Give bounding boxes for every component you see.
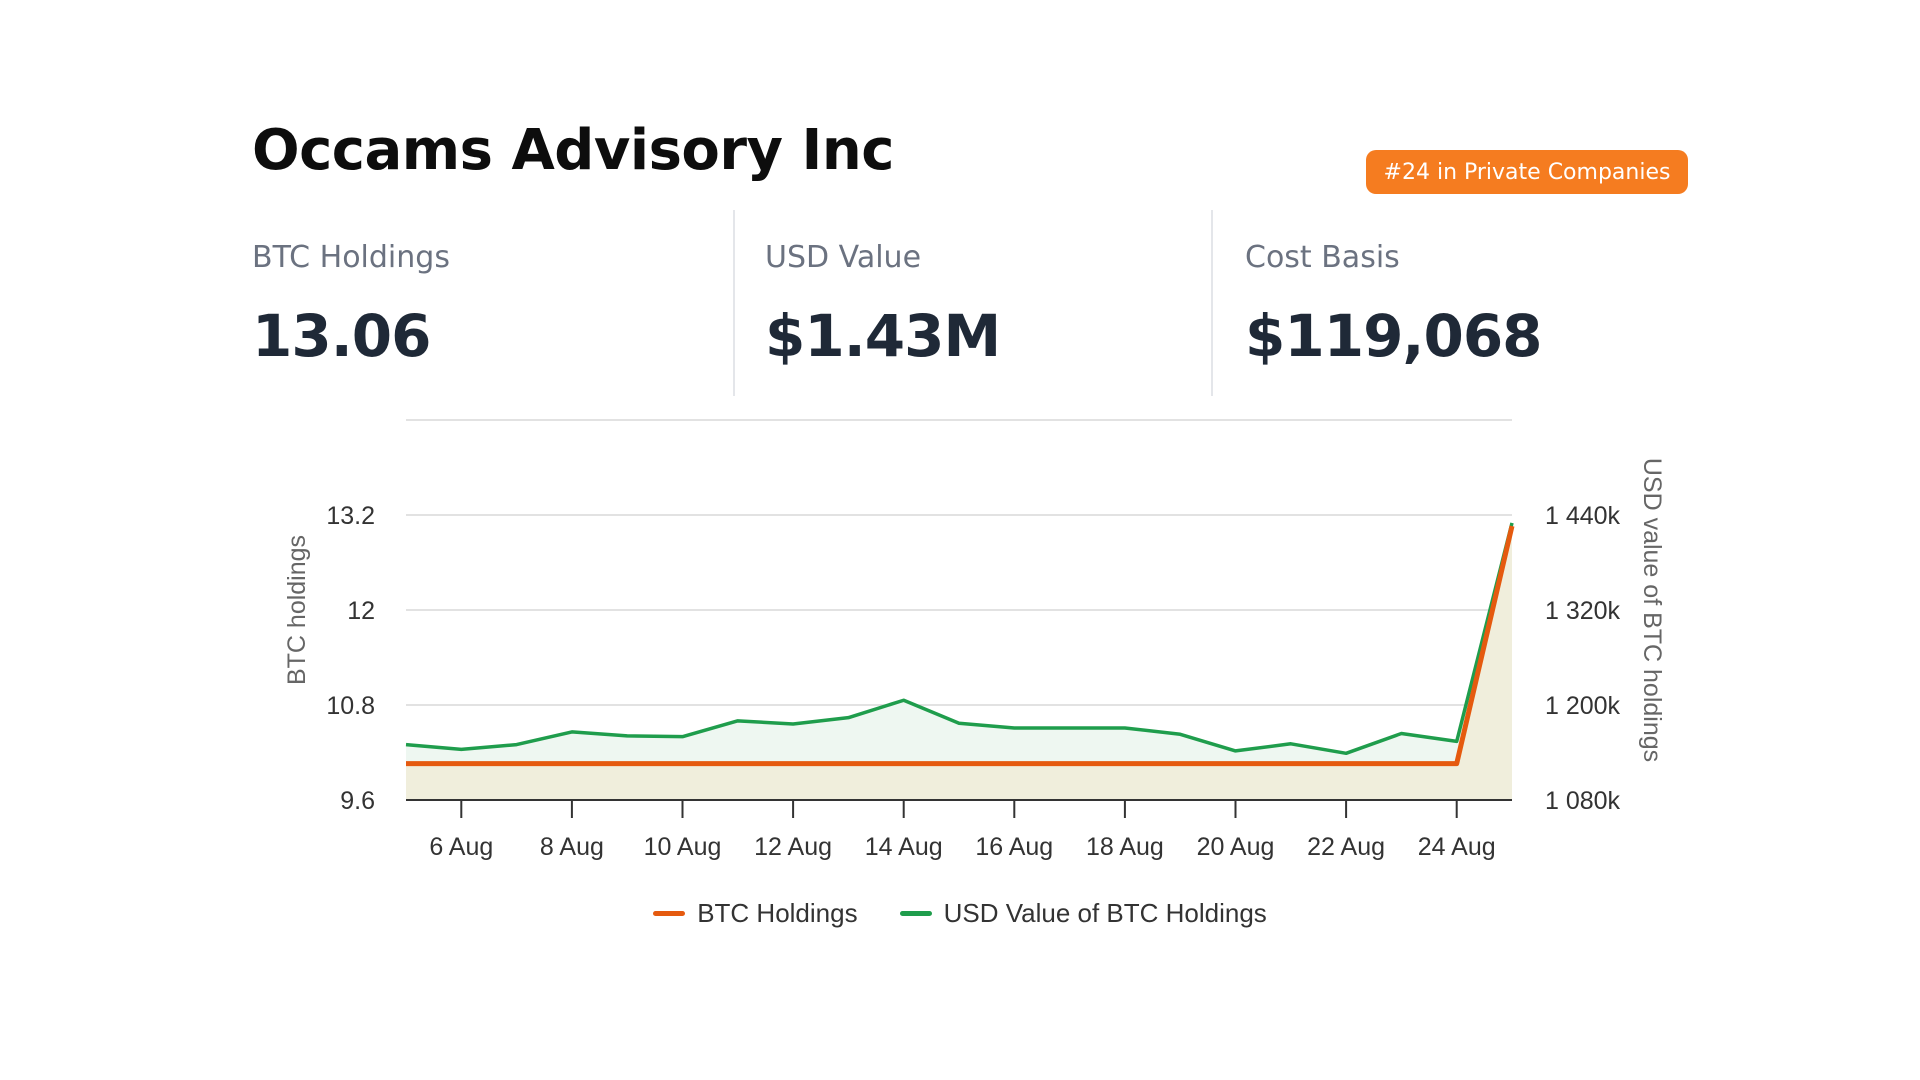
- y2-tick-label: 1 320k: [1545, 597, 1621, 625]
- x-tick-label: 12 Aug: [754, 833, 832, 861]
- stat-divider: [733, 210, 735, 396]
- y-tick-label: 9.6: [340, 787, 375, 815]
- stat-value: $1.43M: [765, 302, 1001, 370]
- legend-label: USD Value of BTC Holdings: [943, 898, 1267, 928]
- stat-label: Cost Basis: [1245, 240, 1400, 275]
- x-tick-label: 24 Aug: [1418, 833, 1496, 861]
- legend-item-usd-value[interactable]: USD Value of BTC Holdings: [899, 898, 1267, 929]
- company-title: Occams Advisory Inc: [252, 118, 894, 183]
- x-tick-label: 20 Aug: [1197, 833, 1275, 861]
- stat-usd-value: USD Value $1.43M: [765, 210, 1205, 396]
- legend-item-btc-holdings[interactable]: BTC Holdings: [653, 898, 858, 929]
- chart-legend: BTC Holdings USD Value of BTC Holdings: [0, 898, 1920, 929]
- usd-value-line: [405, 522, 1514, 756]
- stat-label: USD Value: [765, 240, 922, 275]
- stat-value: $119,068: [1245, 302, 1543, 370]
- x-tick-label: 22 Aug: [1307, 833, 1385, 861]
- usd-area: [406, 522, 1512, 800]
- legend-label: BTC Holdings: [697, 898, 858, 928]
- x-tick-label: 18 Aug: [1086, 833, 1164, 861]
- legend-swatch-btc: [653, 911, 686, 916]
- stat-divider: [1211, 210, 1213, 396]
- stat-label: BTC Holdings: [252, 240, 450, 275]
- y-axis-title: BTC holdings: [283, 535, 311, 685]
- y2-tick-label: 1 200k: [1545, 692, 1621, 720]
- y2-tick-label: 1 440k: [1545, 502, 1621, 530]
- x-tick-label: 6 Aug: [429, 833, 493, 861]
- x-tick-label: 10 Aug: [644, 833, 722, 861]
- rank-badge[interactable]: #24 in Private Companies: [1366, 150, 1688, 194]
- x-tick-label: 8 Aug: [540, 833, 604, 861]
- legend-swatch-usd: [899, 911, 932, 916]
- y2-axis-title: USD value of BTC holdings: [1638, 458, 1666, 762]
- btc-area: [406, 526, 1512, 800]
- y-tick-label: 12: [347, 597, 375, 625]
- x-tick-label: 16 Aug: [975, 833, 1053, 861]
- y-tick-label: 13.2: [326, 502, 375, 530]
- stat-btc-holdings: BTC Holdings 13.06: [252, 210, 732, 396]
- stat-value: 13.06: [252, 302, 431, 370]
- btc-holdings-line: [406, 525, 1515, 767]
- y-tick-label: 10.8: [326, 692, 375, 720]
- stat-cost-basis: Cost Basis $119,068: [1245, 210, 1695, 396]
- y2-tick-label: 1 080k: [1545, 787, 1621, 815]
- x-tick-label: 14 Aug: [865, 833, 943, 861]
